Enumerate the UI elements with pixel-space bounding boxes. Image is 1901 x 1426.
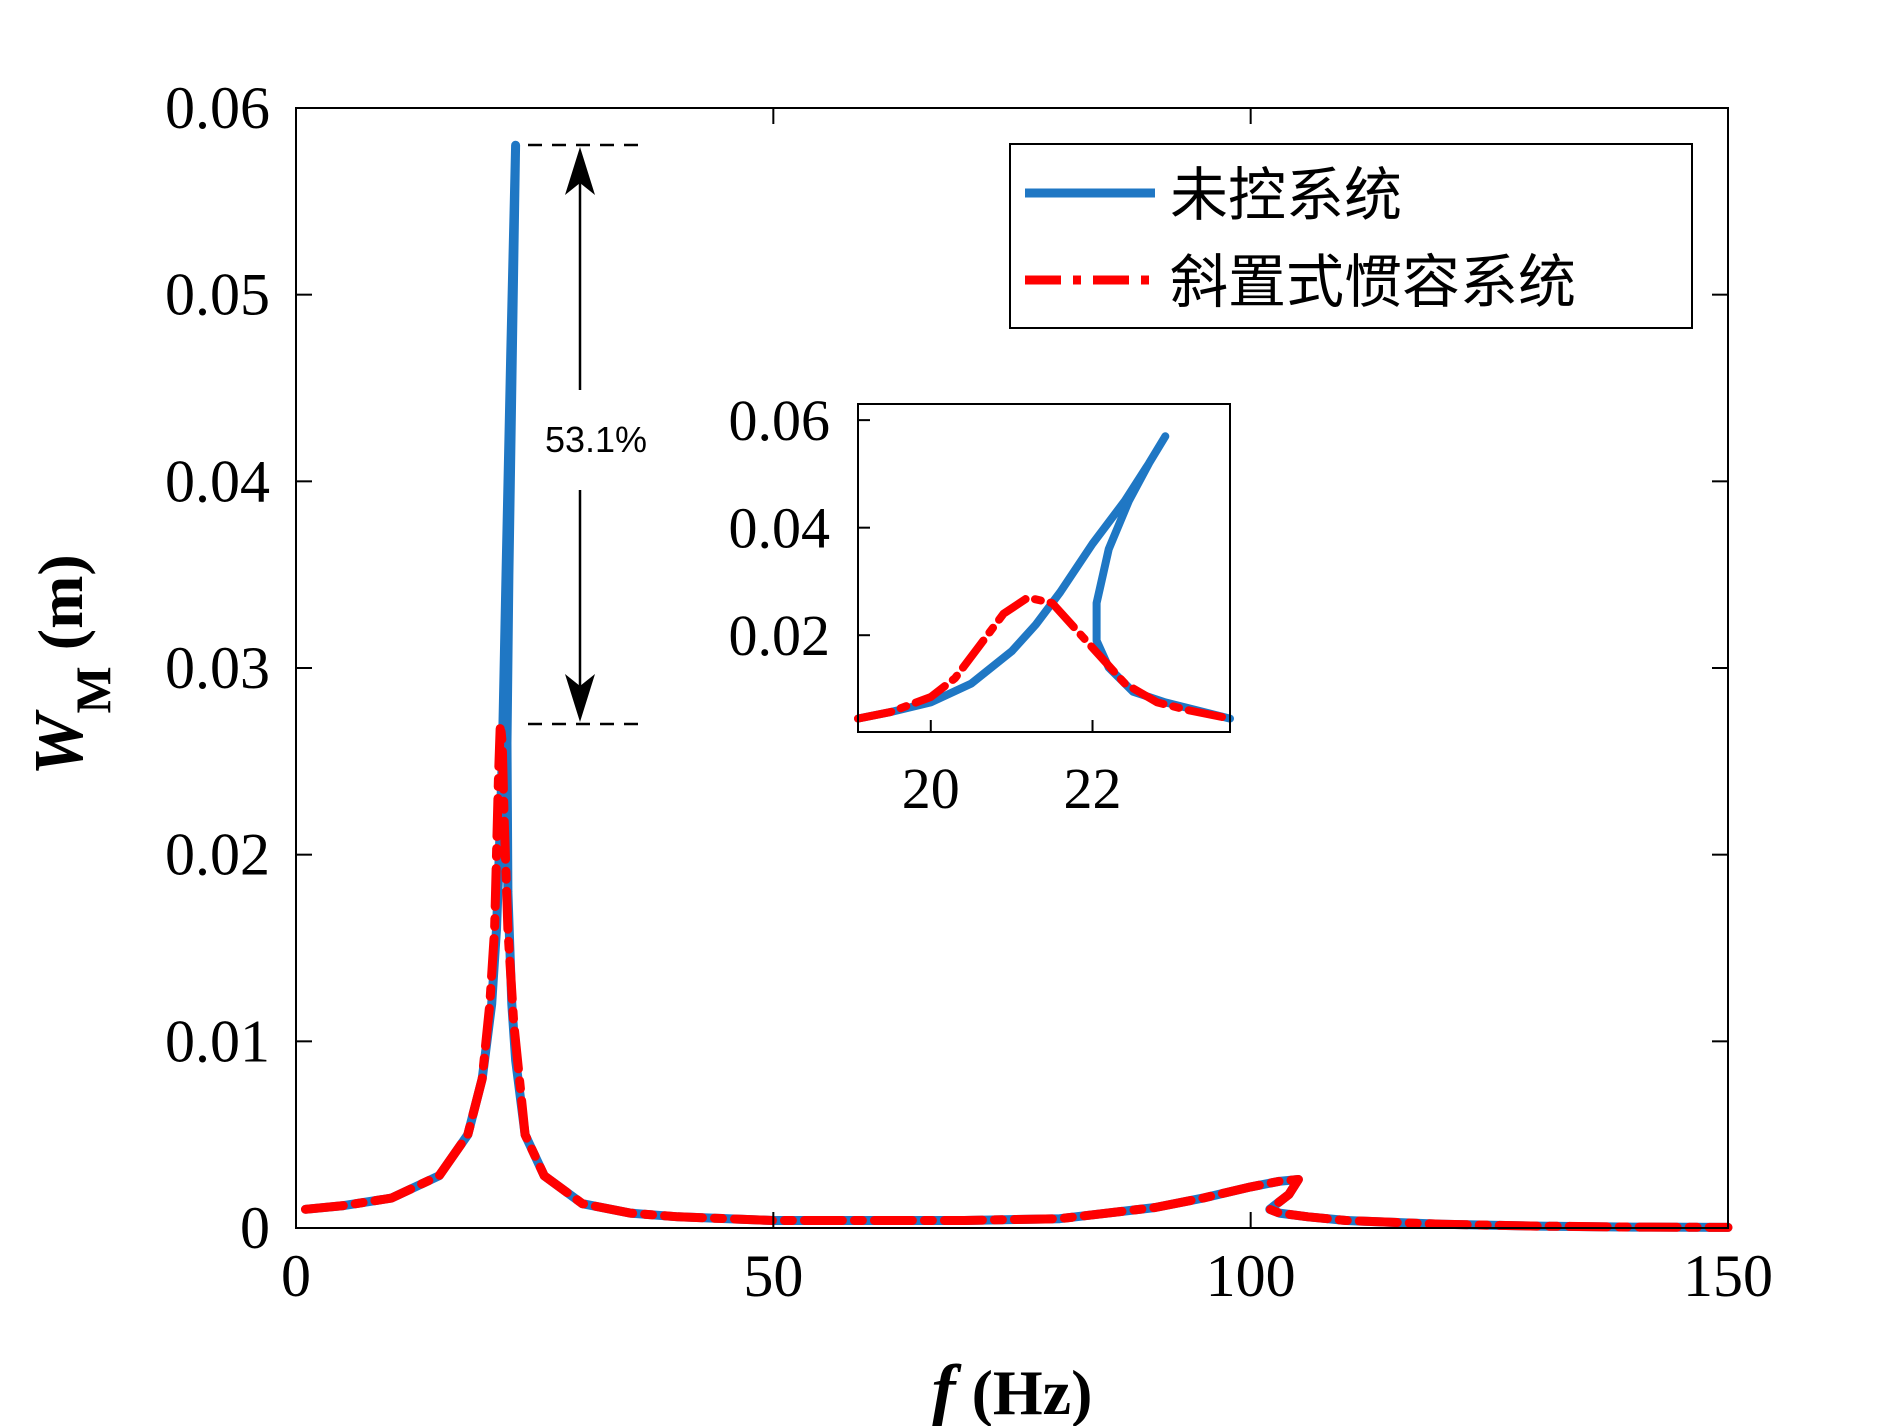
inset-x-tick-label-0: 20 (902, 756, 960, 821)
y-axis-variable: W (21, 709, 98, 776)
main-x-tick-label-0: 0 (281, 1243, 311, 1309)
inset-y-tick-label-0: 0.02 (729, 603, 831, 668)
main-ticks: 0 50 100 150 0 0.01 0.02 0.03 0.04 0.05 0.06 (165, 75, 1773, 1309)
inset-background (858, 404, 1230, 732)
inset-series (854, 432, 1234, 723)
inset-axes-box (857, 403, 1231, 733)
main-x-tick-label-2: 100 (1206, 1243, 1296, 1309)
x-axis-title: f (Hz) (932, 1350, 1093, 1426)
main-series (301, 140, 1733, 1232)
x-axis-unit: (Hz) (956, 1357, 1093, 1426)
main-x-tick-label-3: 150 (1683, 1243, 1773, 1309)
inset-plot: 20 22 0.02 0.04 0.06 (729, 388, 1234, 821)
inset-series-line-1 (854, 593, 1234, 723)
legend: 未控系统 斜置式惯容系统 (1009, 143, 1693, 329)
main-y-tick-label-2: 0.02 (165, 822, 270, 888)
inset-y-tick-label-1: 0.04 (729, 496, 831, 561)
annotation-arrowhead-down (565, 674, 595, 722)
annotation-label: 53.1% (545, 419, 647, 460)
main-y-tick-label-3: 0.03 (165, 635, 270, 701)
inset-x-tick-label-1: 22 (1064, 756, 1122, 821)
y-axis-title: WM (m) (21, 554, 121, 775)
main-series-line-1 (301, 719, 1733, 1232)
y-axis-unit: (m) (25, 554, 96, 666)
main-y-tick-label-4: 0.04 (165, 448, 270, 514)
inset-y-tick-label-2: 0.06 (729, 388, 831, 453)
legend-label-inerter: 斜置式惯容系统 (1170, 248, 1576, 316)
main-y-tick-label-6: 0.06 (165, 75, 270, 141)
main-y-tick-label-5: 0.05 (165, 262, 270, 328)
legend-label-uncontrolled: 未控系统 (1170, 161, 1402, 229)
main-y-tick-label-1: 0.01 (165, 1008, 270, 1074)
main-y-tick-label-0: 0 (240, 1195, 270, 1261)
inset-ticks: 20 22 0.02 0.04 0.06 (729, 388, 1122, 821)
main-x-tick-label-1: 50 (743, 1243, 803, 1309)
range-annotation: 53.1% (528, 143, 647, 726)
y-axis-subscript: M (65, 666, 121, 713)
legend-box (1009, 143, 1693, 329)
main-plot: 53.1% 0 50 100 150 0 0.01 0.02 0.03 0.04 0.05 0.06… (21, 75, 1773, 1426)
annotation-arrowhead-up (565, 147, 595, 195)
